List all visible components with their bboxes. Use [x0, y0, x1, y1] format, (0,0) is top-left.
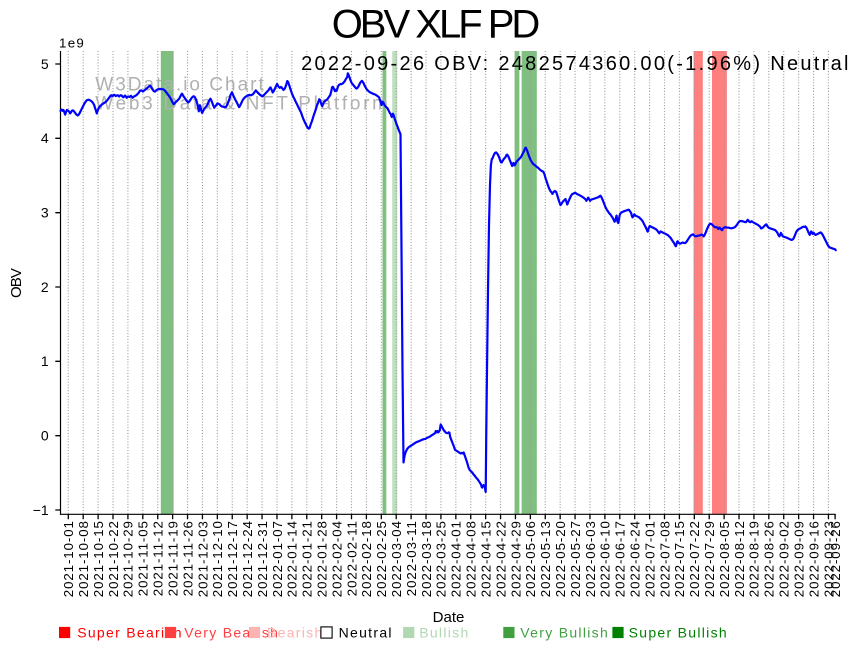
svg-text:2022-01-28: 2022-01-28 — [314, 520, 329, 597]
svg-text:2022-09-16: 2022-09-16 — [806, 520, 821, 597]
svg-text:Bearish: Bearish — [267, 624, 324, 640]
svg-text:4: 4 — [41, 130, 49, 146]
svg-text:2022-04-15: 2022-04-15 — [478, 520, 493, 597]
svg-text:2021-11-19: 2021-11-19 — [165, 520, 180, 596]
svg-text:2021-12-24: 2021-12-24 — [240, 520, 255, 597]
svg-text:2022-06-17: 2022-06-17 — [613, 520, 628, 597]
svg-text:Neutral: Neutral — [339, 624, 393, 640]
svg-text:Very Bullish: Very Bullish — [520, 624, 609, 640]
svg-text:−1: −1 — [33, 502, 49, 518]
svg-text:2022-06-03: 2022-06-03 — [583, 520, 598, 597]
svg-text:2022-07-22: 2022-07-22 — [687, 520, 702, 597]
svg-text:1e9: 1e9 — [59, 36, 85, 51]
svg-text:2022-05-27: 2022-05-27 — [568, 520, 583, 597]
svg-text:2022-08-26: 2022-08-26 — [762, 520, 777, 597]
svg-text:2022-03-04: 2022-03-04 — [389, 520, 404, 597]
svg-text:2021-11-12: 2021-11-12 — [151, 520, 166, 596]
svg-text:2022-01-21: 2022-01-21 — [300, 520, 315, 597]
svg-text:2022-04-29: 2022-04-29 — [508, 520, 523, 597]
svg-text:Date: Date — [433, 609, 465, 626]
svg-text:2021-12-17: 2021-12-17 — [225, 520, 240, 597]
svg-text:W3Data.io Chart: W3Data.io Chart — [95, 75, 265, 96]
svg-text:2022-02-11: 2022-02-11 — [344, 520, 359, 596]
svg-text:2021-12-10: 2021-12-10 — [210, 520, 225, 597]
svg-text:2022-08-19: 2022-08-19 — [747, 520, 762, 597]
svg-text:2022-04-01: 2022-04-01 — [449, 520, 464, 597]
svg-text:2022-01-07: 2022-01-07 — [270, 520, 285, 597]
svg-text:2022-02-18: 2022-02-18 — [359, 520, 374, 597]
svg-text:1: 1 — [41, 353, 49, 369]
svg-text:OBV: OBV — [8, 268, 25, 298]
svg-text:2022-06-10: 2022-06-10 — [598, 520, 613, 597]
svg-text:2021-11-26: 2021-11-26 — [180, 520, 195, 596]
svg-text:2022-09-09: 2022-09-09 — [791, 520, 806, 597]
svg-text:2022-07-29: 2022-07-29 — [702, 520, 717, 597]
svg-text:3: 3 — [41, 205, 49, 221]
svg-text:2022-06-24: 2022-06-24 — [627, 520, 642, 597]
svg-text:2022-04-22: 2022-04-22 — [493, 520, 508, 597]
svg-text:2022-03-11: 2022-03-11 — [404, 520, 419, 596]
svg-text:OBV XLF PD: OBV XLF PD — [332, 3, 539, 47]
svg-text:2021-10-08: 2021-10-08 — [76, 520, 91, 597]
svg-text:2022-07-08: 2022-07-08 — [657, 520, 672, 597]
svg-text:2021-10-01: 2021-10-01 — [61, 520, 76, 597]
svg-text:2021-10-15: 2021-10-15 — [91, 520, 106, 597]
svg-text:2022-03-18: 2022-03-18 — [419, 520, 434, 597]
svg-text:2022-05-20: 2022-05-20 — [553, 520, 568, 597]
svg-text:2022-05-06: 2022-05-06 — [523, 520, 538, 597]
svg-text:Super Bullish: Super Bullish — [629, 624, 728, 640]
svg-text:2022-02-04: 2022-02-04 — [329, 520, 344, 597]
svg-text:0: 0 — [41, 428, 49, 444]
svg-text:Super Bearish: Super Bearish — [77, 624, 183, 640]
svg-text:2: 2 — [41, 279, 49, 295]
svg-text:2022-04-08: 2022-04-08 — [464, 520, 479, 597]
svg-text:2022-09-02: 2022-09-02 — [777, 520, 792, 597]
svg-text:Web3 Data & NFT Platform: Web3 Data & NFT Platform — [95, 94, 390, 115]
svg-text:2021-10-29: 2021-10-29 — [121, 520, 136, 597]
svg-text:2021-11-05: 2021-11-05 — [136, 520, 151, 596]
svg-text:2022-09-26: 2022-09-26 — [828, 520, 843, 597]
svg-text:2022-07-15: 2022-07-15 — [672, 520, 687, 597]
svg-text:Very Bearish: Very Bearish — [184, 624, 279, 640]
svg-text:2022-05-13: 2022-05-13 — [538, 520, 553, 597]
svg-text:5: 5 — [41, 56, 49, 72]
svg-text:2022-03-25: 2022-03-25 — [434, 520, 449, 597]
svg-text:2022-08-05: 2022-08-05 — [717, 520, 732, 597]
svg-text:2022-02-25: 2022-02-25 — [374, 520, 389, 597]
svg-text:2022-07-01: 2022-07-01 — [642, 520, 657, 597]
svg-text:2022-01-14: 2022-01-14 — [285, 520, 300, 597]
svg-text:2021-10-22: 2021-10-22 — [106, 520, 121, 597]
svg-text:Bullish: Bullish — [419, 624, 469, 640]
svg-text:2022-08-12: 2022-08-12 — [732, 520, 747, 597]
svg-text:2022-09-23: 2022-09-23 — [821, 520, 836, 597]
svg-text:2022-09-26 OBV: 2482574360.00(: 2022-09-26 OBV: 2482574360.00(-1.96%) Ne… — [301, 53, 851, 75]
svg-text:2021-12-31: 2021-12-31 — [255, 520, 270, 597]
svg-text:2021-12-03: 2021-12-03 — [195, 520, 210, 597]
